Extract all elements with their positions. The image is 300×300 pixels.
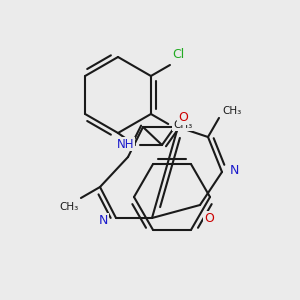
Text: O: O [204, 212, 214, 225]
Text: N: N [99, 214, 108, 226]
Text: CH₃: CH₃ [222, 106, 241, 116]
Text: O: O [178, 111, 188, 124]
Text: CH₃: CH₃ [173, 120, 193, 130]
Text: NH: NH [116, 137, 134, 151]
Text: CH₃: CH₃ [60, 202, 79, 212]
Text: N: N [230, 164, 239, 176]
Text: Cl: Cl [172, 48, 184, 61]
